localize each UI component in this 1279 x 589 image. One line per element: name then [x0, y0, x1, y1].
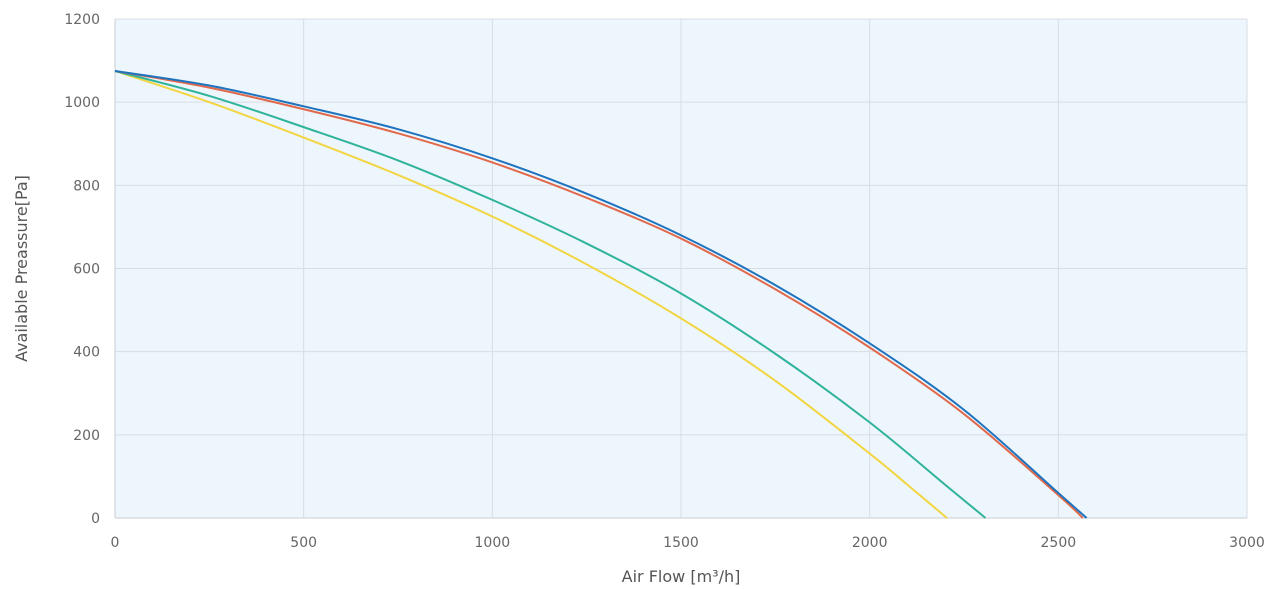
- x-tick-label: 2000: [852, 535, 888, 551]
- x-tick-label: 500: [290, 535, 317, 551]
- series-line-2: [114, 69, 1084, 519]
- y-axis-title: Available Preassure[Pa]: [12, 175, 31, 362]
- series-lines: [114, 69, 1088, 519]
- series-line-4: [114, 70, 948, 519]
- y-tick-label: 0: [91, 511, 100, 527]
- y-tick-label: 200: [73, 428, 100, 444]
- y-tick-label: 1000: [64, 95, 100, 111]
- y-tick-label: 1200: [64, 12, 100, 28]
- x-tick-label: 2500: [1041, 535, 1077, 551]
- axis-lines: [114, 19, 1247, 519]
- x-axis-title: Air Flow [m³/h]: [622, 567, 741, 586]
- x-tick-label: 1500: [663, 535, 699, 551]
- x-tick-label: 0: [111, 535, 120, 551]
- x-tick-label: 3000: [1229, 535, 1265, 551]
- x-tick-label: 1000: [475, 535, 511, 551]
- series-line-3: [114, 70, 987, 519]
- x-tick-labels: 0 500 1000 1500 2000 2500 3000: [111, 535, 1265, 551]
- series-line-1: [114, 69, 1088, 519]
- y-tick-labels: 0 200 400 600 800 1000 1200: [64, 12, 100, 527]
- y-tick-label: 800: [73, 178, 100, 194]
- y-tick-label: 400: [73, 345, 100, 361]
- y-tick-label: 600: [73, 262, 100, 278]
